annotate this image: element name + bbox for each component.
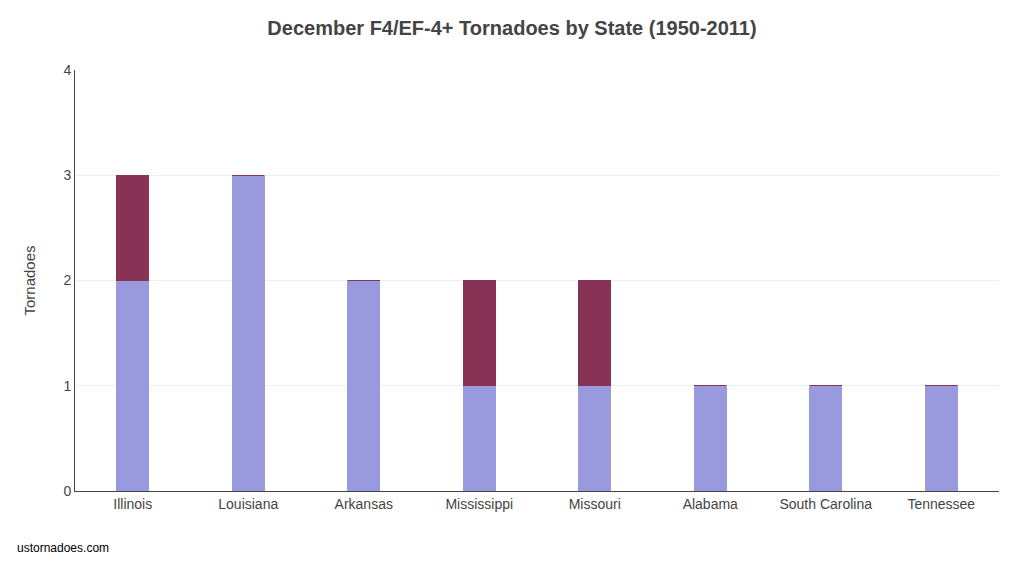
svg-text:3: 3 [63,167,71,183]
svg-text:Tornadoes: Tornadoes [21,245,38,315]
svg-text:Louisiana: Louisiana [218,496,278,512]
svg-text:South Carolina: South Carolina [779,496,872,512]
svg-text:4: 4 [63,62,71,78]
svg-text:Arkansas: Arkansas [335,496,393,512]
svg-text:2: 2 [63,272,71,288]
svg-text:December F4/EF-4+ Tornadoes by: December F4/EF-4+ Tornadoes by State (19… [267,17,756,39]
svg-text:Illinois: Illinois [113,496,152,512]
svg-text:Tennessee: Tennessee [907,496,975,512]
svg-text:0: 0 [63,483,71,499]
svg-text:Missouri: Missouri [569,496,621,512]
svg-text:ustornadoes.com: ustornadoes.com [17,541,109,555]
svg-text:1: 1 [63,378,71,394]
svg-text:Alabama: Alabama [683,496,738,512]
svg-text:Mississippi: Mississippi [445,496,513,512]
